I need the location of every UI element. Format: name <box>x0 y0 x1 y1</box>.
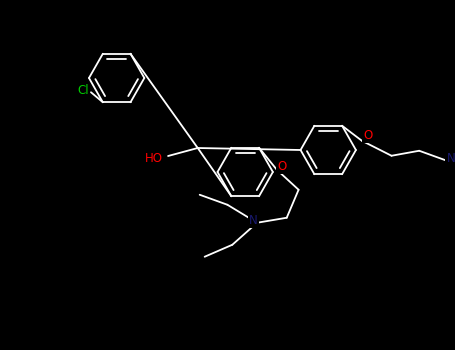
Text: Cl: Cl <box>77 84 89 97</box>
Text: N: N <box>446 152 455 165</box>
Text: N: N <box>249 214 258 227</box>
Text: O: O <box>363 129 372 142</box>
Text: O: O <box>277 160 286 173</box>
Text: HO: HO <box>145 152 163 164</box>
